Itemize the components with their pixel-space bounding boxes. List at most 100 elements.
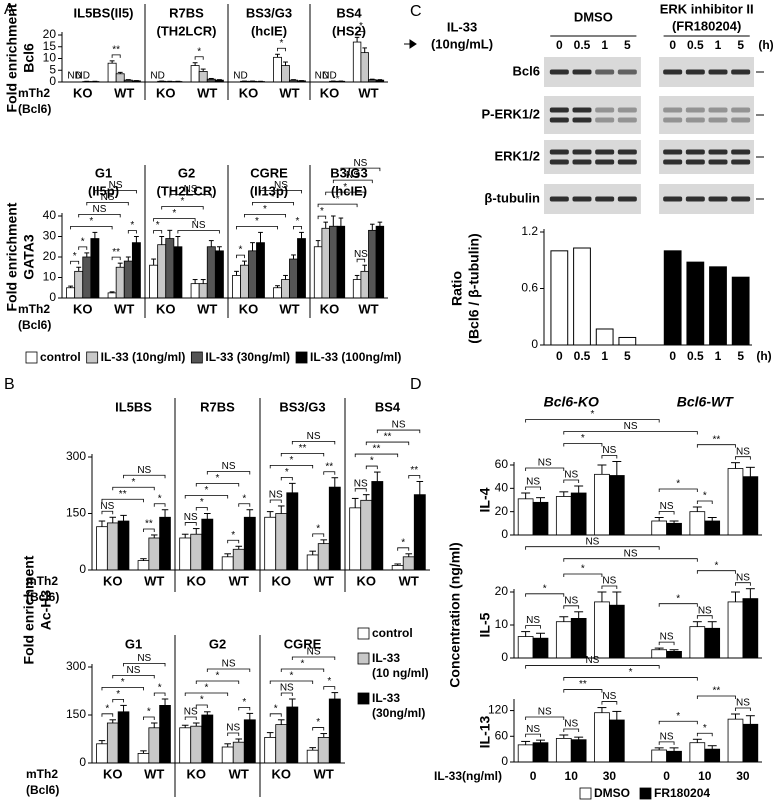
bar (594, 473, 610, 536)
x-tick-label: KO (73, 301, 93, 316)
significance-bracket (238, 707, 251, 711)
bar (594, 601, 610, 659)
significance-bracket (123, 663, 166, 667)
y-tick-label: 15 (43, 39, 57, 53)
blot-strip (659, 96, 754, 134)
time-label: 0 (556, 38, 563, 52)
significance-label: NS (137, 465, 151, 476)
significance-bracket (525, 733, 541, 738)
significance-bracket (563, 689, 603, 693)
legend-swatch (295, 351, 308, 364)
x-tick-label: KO (187, 766, 207, 781)
bar (727, 718, 744, 763)
blot-band (663, 107, 683, 113)
y-tick-label: 40 (43, 208, 57, 222)
subplot-title: IL5BS(Il5) (74, 5, 134, 20)
significance-bracket (195, 704, 208, 708)
significance-label: NS (736, 446, 750, 457)
arrow (404, 39, 417, 49)
significance-bracket (563, 558, 698, 562)
significance-label: NS (660, 731, 674, 742)
significance-label: * (121, 677, 125, 688)
subplot-title: BS4 (375, 399, 401, 414)
significance-label: * (343, 182, 347, 193)
significance-bracket (601, 455, 618, 459)
significance-bracket (111, 256, 121, 261)
significance-label: NS (564, 595, 578, 606)
blot-band (731, 159, 751, 165)
y-axis-label: IL-4 (477, 487, 493, 512)
bar (666, 522, 682, 536)
x-tick-label: WT (197, 85, 217, 100)
blot-strip (659, 140, 754, 174)
subplot-title: (hcIE) (331, 183, 367, 198)
value-label: ND (233, 71, 247, 82)
significance-label: NS (526, 724, 540, 735)
significance-label: * (401, 537, 405, 548)
bar (742, 598, 759, 659)
y-tick-label: 60 (495, 728, 509, 742)
bar (157, 244, 167, 299)
group-header: Bcl6-KO (544, 394, 599, 410)
legend-label: IL-33 (372, 651, 400, 665)
significance-label: ** (112, 247, 120, 258)
blot-band (617, 196, 637, 202)
bar (149, 264, 159, 299)
bar (243, 516, 256, 571)
y-tick-label: 0 (501, 527, 508, 541)
significance-bracket (312, 533, 325, 537)
significance-label: * (676, 593, 680, 604)
bar (90, 238, 100, 299)
significance-bracket (101, 498, 144, 503)
x-tick-label: KO (156, 85, 176, 100)
significance-bracket (101, 687, 144, 691)
treatment-label: IL-33 (447, 19, 477, 34)
y-tick-label: 40 (495, 481, 509, 495)
y-tick-label: 20 (495, 504, 509, 518)
bar (148, 537, 161, 571)
bar (232, 741, 245, 764)
significance-label: NS (538, 458, 552, 469)
significance-bracket (277, 47, 286, 52)
significance-bracket (184, 716, 197, 720)
bar (317, 543, 330, 571)
significance-label: * (359, 21, 363, 32)
bar (651, 649, 668, 659)
significance-label: ** (410, 465, 418, 476)
blot-band (572, 196, 592, 202)
y-tick-label: 120 (488, 703, 508, 717)
significance-label: * (130, 220, 134, 231)
bar (555, 496, 572, 536)
significance-label: * (289, 671, 293, 682)
group-caption: mTh2 (26, 767, 58, 781)
bar (137, 753, 150, 764)
significance-label: * (204, 485, 208, 496)
significance-bracket (601, 585, 618, 589)
significance-bracket (563, 479, 580, 483)
significance-label: NS (184, 707, 198, 718)
x-tick-label: WT (314, 573, 334, 588)
x-tick-label: 5 (624, 349, 631, 363)
significance-label: NS (660, 632, 674, 643)
blot-band (595, 107, 615, 113)
significance-label: * (327, 676, 331, 687)
significance-bracket (291, 656, 336, 660)
significance-label: * (105, 703, 109, 714)
significance-label: * (316, 524, 320, 535)
significance-bracket (658, 720, 698, 725)
blot-band (549, 69, 569, 75)
significance-bracket (365, 441, 410, 446)
group-caption: (Bcl6) (18, 318, 51, 332)
x-tick-label: WT (229, 766, 249, 781)
bar (115, 266, 125, 299)
significance-label: ** (713, 686, 721, 697)
legend-label: (30ng/ml) (372, 706, 425, 720)
significance-label: * (590, 409, 594, 420)
blot-band (595, 69, 615, 75)
bar (165, 238, 175, 299)
x-tick-label: 30 (603, 769, 617, 783)
significance-bracket (177, 230, 220, 234)
value-label: ND (67, 71, 81, 82)
bar (198, 283, 208, 299)
